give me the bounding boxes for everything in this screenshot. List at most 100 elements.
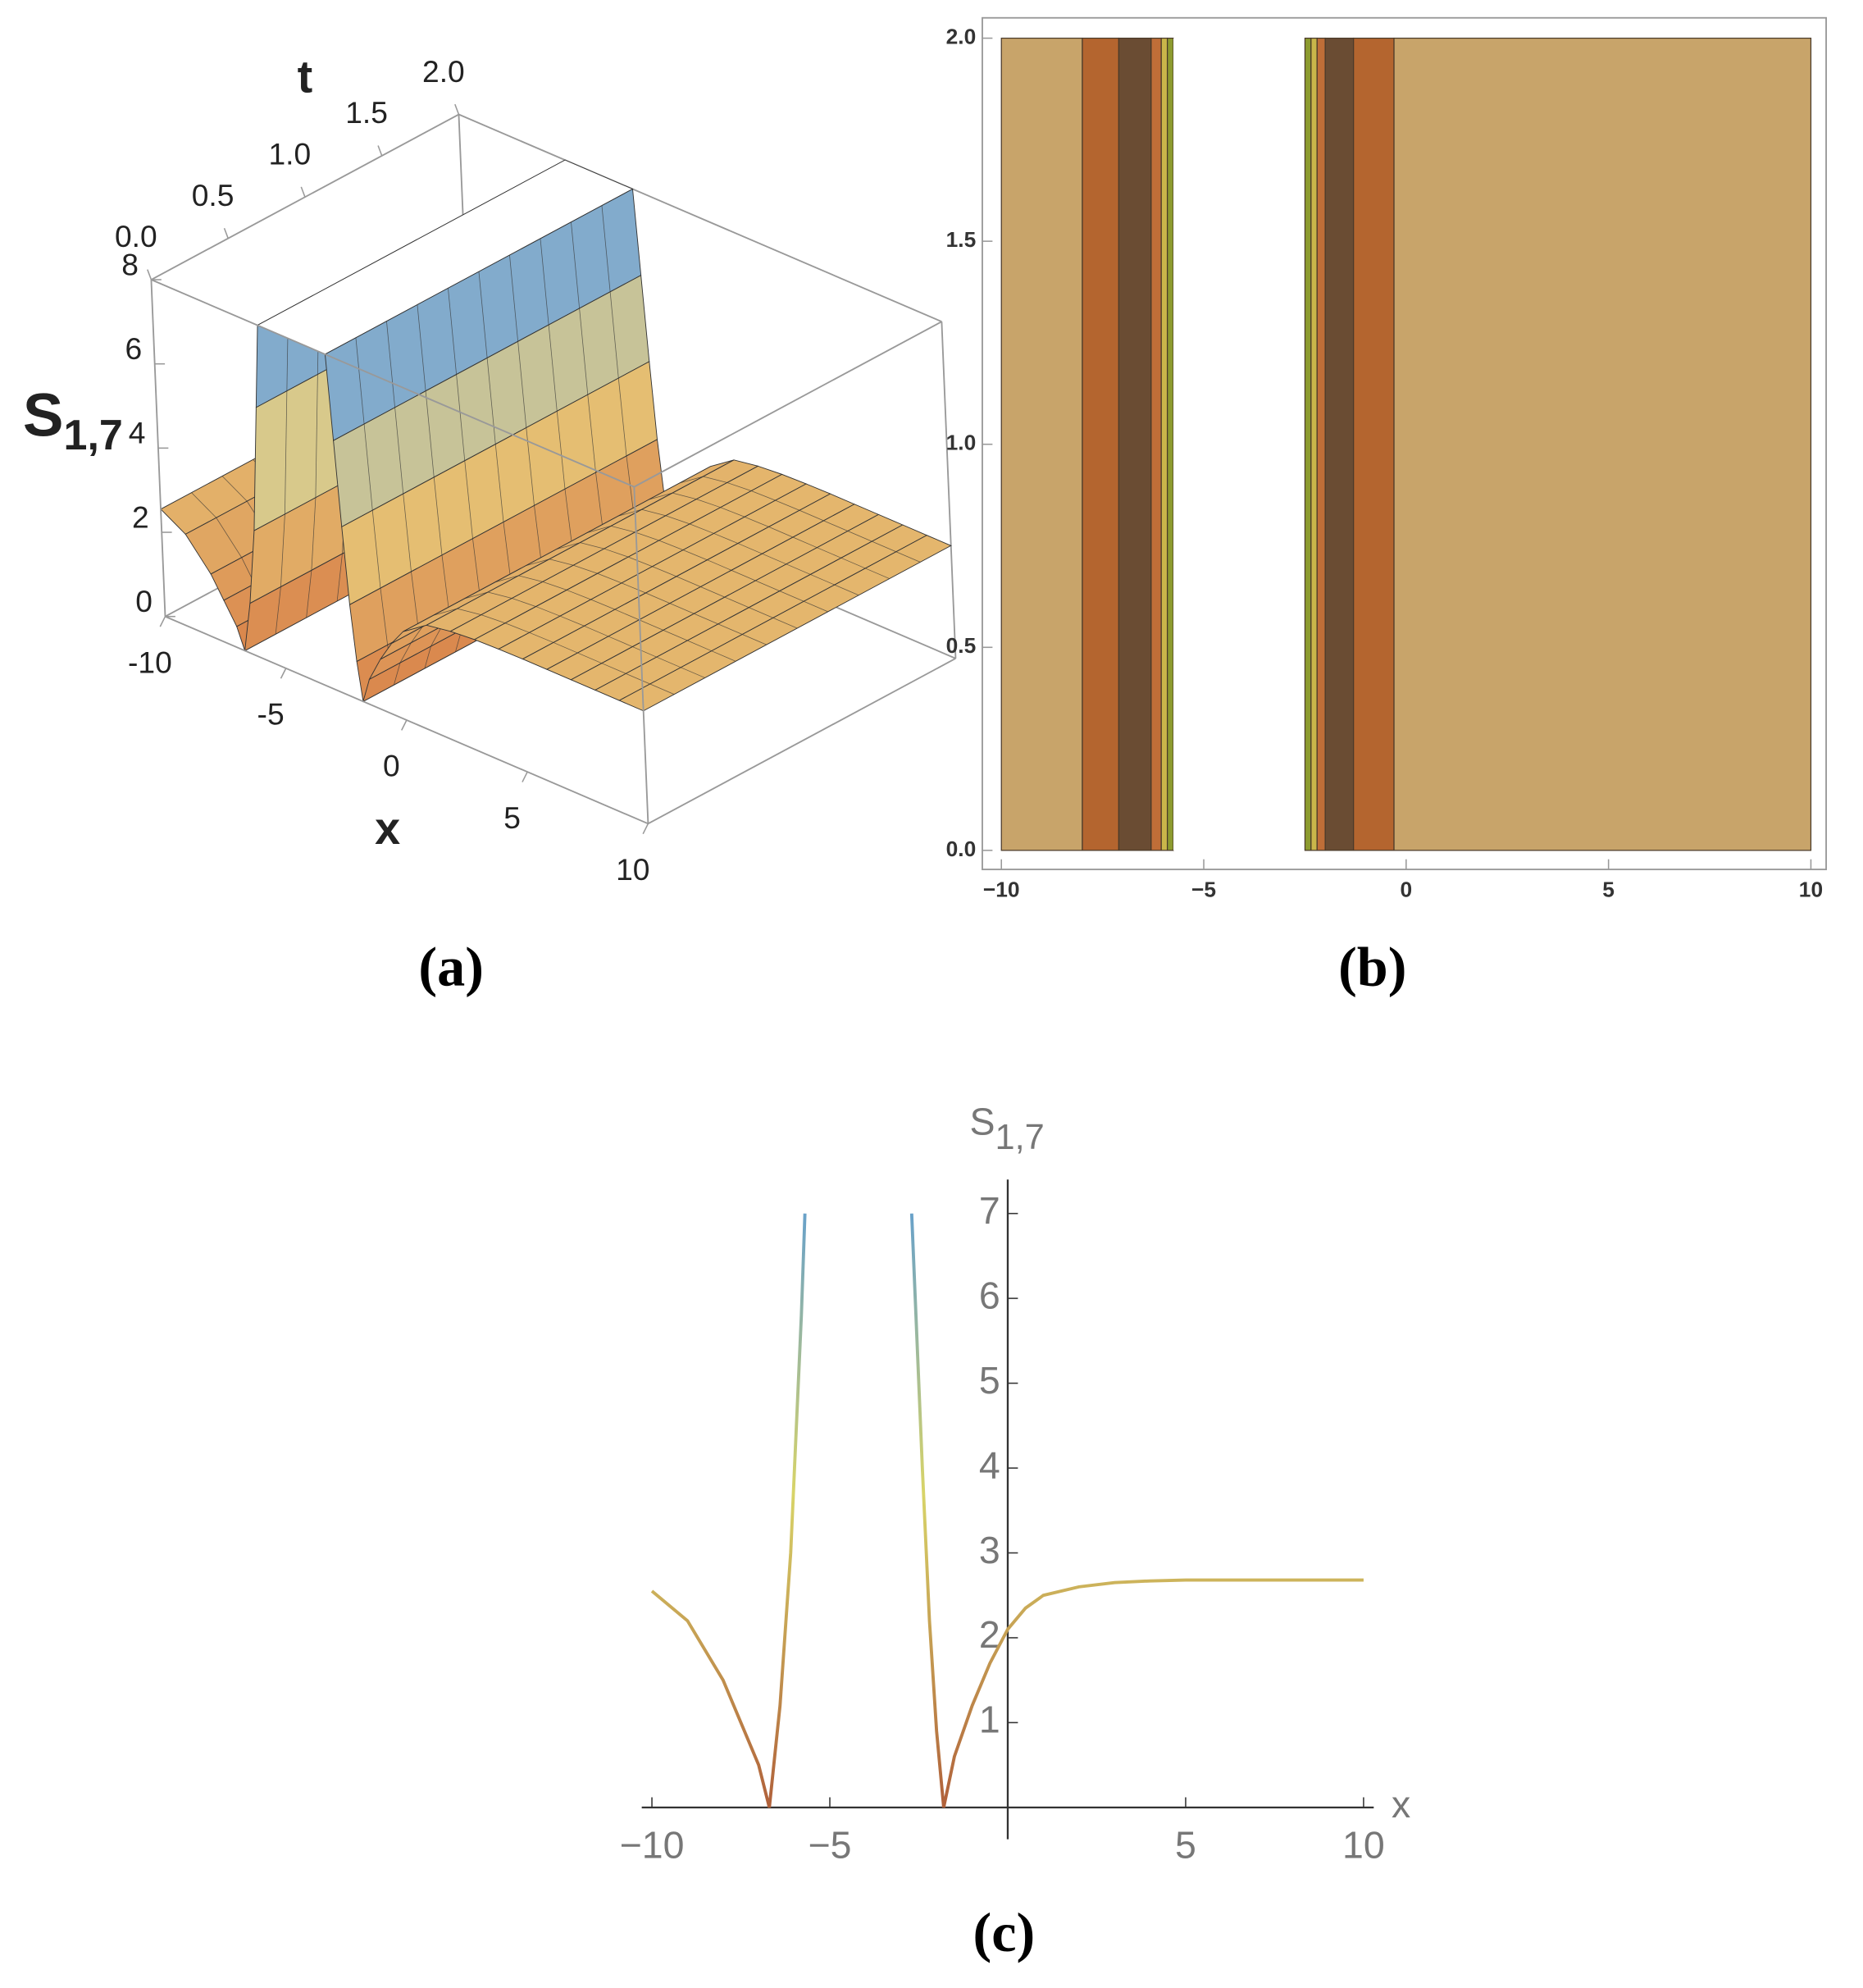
y-tick-label: 1.0 xyxy=(946,431,977,455)
mesh-line xyxy=(571,221,581,309)
mesh-line xyxy=(433,608,458,616)
x-tick xyxy=(401,719,408,731)
mesh-line xyxy=(553,642,578,654)
y-tick-label: 7 xyxy=(979,1189,1000,1232)
x-tick xyxy=(159,616,166,627)
mesh-line xyxy=(504,622,530,633)
axis-label: S1,7 xyxy=(23,381,123,458)
mesh-line xyxy=(847,531,872,542)
mesh-line xyxy=(355,337,365,425)
x-tick-label: 0 xyxy=(1401,877,1413,901)
mesh-line xyxy=(601,663,626,674)
mesh-line xyxy=(621,582,646,594)
mesh-line xyxy=(481,614,506,624)
x-tick xyxy=(642,823,649,835)
x-tick-label: -5 xyxy=(257,697,285,732)
t-tick xyxy=(454,103,460,115)
mesh-line xyxy=(433,476,443,555)
y-tick-label: 0.0 xyxy=(946,837,977,861)
mesh-line xyxy=(394,663,401,686)
contour-band xyxy=(1310,37,1318,851)
mesh-line xyxy=(472,538,481,596)
mesh-line xyxy=(221,476,248,502)
mesh-line xyxy=(610,526,635,533)
mesh-line xyxy=(280,513,285,587)
mesh-line xyxy=(840,557,866,569)
mesh-line xyxy=(285,390,288,514)
mesh-line xyxy=(517,341,527,428)
mesh-line xyxy=(727,482,752,491)
contour-band xyxy=(1118,37,1152,851)
mesh-line xyxy=(275,586,281,635)
mesh-line xyxy=(595,472,604,530)
mesh-line xyxy=(772,618,798,629)
contour-band xyxy=(1353,37,1395,851)
x-axis-label: x xyxy=(1392,1783,1410,1826)
y-tick-label: 1 xyxy=(979,1698,1000,1741)
box-edge xyxy=(647,658,956,825)
z-tick-label: 4 xyxy=(129,416,146,450)
mesh-line xyxy=(512,598,536,607)
mesh-line xyxy=(430,626,443,647)
mesh-line xyxy=(834,584,859,596)
mesh-line xyxy=(775,499,800,511)
contour-band xyxy=(1316,37,1326,851)
mesh-line xyxy=(744,516,769,527)
mesh-line xyxy=(649,683,675,695)
mesh-line xyxy=(577,652,603,664)
x-tick-label: 5 xyxy=(503,800,521,835)
x-tick-label: 5 xyxy=(1175,1824,1196,1867)
mesh-line xyxy=(556,542,581,549)
mesh-line xyxy=(371,510,381,589)
mesh-line xyxy=(786,563,811,575)
mesh-line xyxy=(417,304,426,391)
mesh-line xyxy=(216,518,243,559)
mesh-line xyxy=(617,508,642,517)
mesh-line xyxy=(694,613,718,625)
mesh-line xyxy=(529,632,554,643)
z-tick-label: 2 xyxy=(132,499,149,534)
mesh-line xyxy=(494,575,519,583)
axis-label: S1,7 xyxy=(969,1101,1044,1158)
mesh-line xyxy=(478,271,488,358)
mesh-line xyxy=(564,489,573,546)
y-tick-label: 5 xyxy=(979,1359,1000,1402)
caption: (c) xyxy=(972,1901,1035,1963)
mesh-line xyxy=(609,291,619,379)
mesh-line xyxy=(690,523,714,534)
mesh-line xyxy=(713,533,739,544)
mesh-line xyxy=(336,554,343,601)
data-line xyxy=(650,1213,1364,1808)
x-tick-label: −10 xyxy=(983,877,1020,901)
mesh-line xyxy=(386,321,395,408)
mesh-line xyxy=(742,634,767,645)
mesh-line xyxy=(441,554,450,613)
mesh-line xyxy=(548,325,558,412)
contour-band xyxy=(1160,37,1168,851)
mesh-line xyxy=(652,566,677,577)
y-tick-label: 1.5 xyxy=(946,227,977,252)
mesh-line xyxy=(762,553,787,565)
mesh-line xyxy=(503,522,512,579)
mesh-line xyxy=(456,374,466,461)
box-edge xyxy=(458,113,942,323)
mesh-line xyxy=(749,607,773,618)
mesh-line xyxy=(306,570,312,618)
mesh-line xyxy=(641,508,666,517)
mesh-line xyxy=(626,673,650,685)
y-tick-label: 4 xyxy=(979,1443,1000,1486)
y-tick-label: 0.5 xyxy=(946,633,977,658)
mesh-line xyxy=(717,623,743,635)
mesh-line xyxy=(810,574,835,586)
mesh-line xyxy=(639,619,664,631)
mesh-line xyxy=(823,520,849,531)
mesh-line xyxy=(540,238,549,326)
mesh-line xyxy=(584,625,609,637)
x-axis-label: x xyxy=(375,802,400,854)
x-tick-label: −5 xyxy=(1191,877,1216,901)
x-tick-label: −5 xyxy=(809,1824,852,1867)
mesh-line xyxy=(703,476,727,483)
x-tick-label: −10 xyxy=(620,1824,685,1867)
mesh-line xyxy=(792,536,818,549)
caption: (b) xyxy=(1338,935,1406,997)
